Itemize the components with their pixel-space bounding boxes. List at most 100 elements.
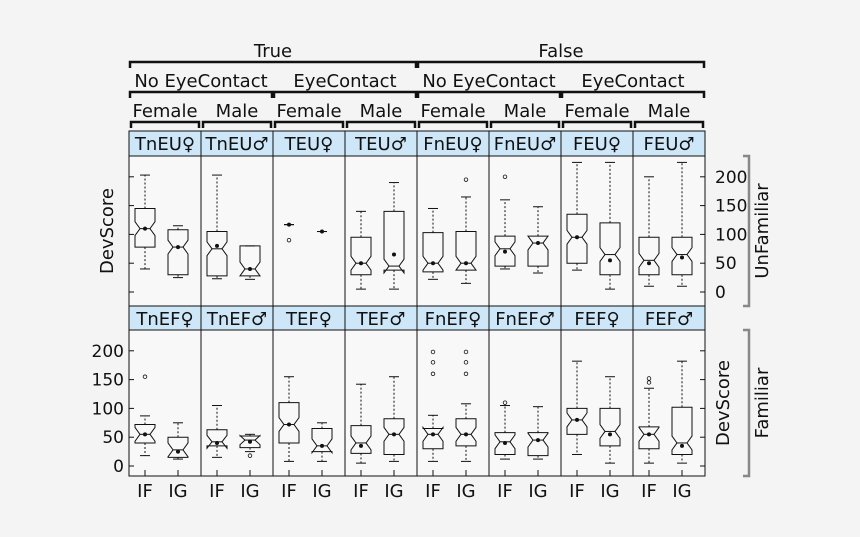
- x-tick-label: IG: [600, 481, 619, 502]
- y-tick-label: 0: [715, 283, 726, 303]
- header-l2-3-label: EyeContact: [581, 71, 684, 92]
- header-l3-7-bracket: [633, 120, 705, 128]
- header-l3-5-bracket: [489, 120, 561, 128]
- header-l2-2-bracket: [416, 90, 562, 98]
- y-tick-label: 150: [715, 197, 747, 217]
- mean-marker: [575, 417, 579, 422]
- row-label: Familiar: [752, 367, 773, 438]
- notched-box: [167, 229, 189, 276]
- panel-header: [488, 305, 562, 331]
- header-l3-0-bracket: [129, 120, 201, 128]
- mean-marker: [536, 241, 540, 246]
- notched-box: [239, 434, 261, 449]
- header-l3-5-label: Male: [504, 101, 547, 122]
- notched-box: [566, 213, 588, 264]
- panel-label: FnEF♂: [495, 309, 555, 330]
- outlier-point: [463, 360, 469, 365]
- notched-box: [566, 407, 588, 435]
- y-tick-label: 100: [715, 225, 747, 245]
- panel-label: TEF♂: [356, 309, 406, 330]
- panel-header: [560, 305, 634, 331]
- notched-box: [206, 231, 228, 277]
- y-tick-label: 100: [92, 399, 124, 419]
- y-axis-title: DevScore: [713, 360, 734, 446]
- panel-label: TnEU♀: [134, 134, 195, 155]
- panel-label: FEF♂: [645, 309, 693, 330]
- panel-plot: [488, 329, 562, 477]
- y-tick-label: 0: [113, 457, 124, 477]
- panel-label: FnEU♂: [494, 134, 556, 155]
- panel-plot: [632, 155, 706, 307]
- header-l1-0-bracket: [128, 60, 418, 68]
- header-l3-6-bracket: [561, 120, 633, 128]
- notched-box: [638, 236, 660, 276]
- mean-marker: [431, 261, 435, 266]
- panel-label: TEF♀: [285, 309, 332, 330]
- notched-box: [134, 424, 156, 444]
- x-tick-label: IG: [672, 481, 691, 502]
- y-tick-label: 200: [715, 168, 747, 188]
- header-l3-2-bracket: [273, 120, 345, 128]
- header-l3-4-bracket: [417, 120, 489, 128]
- notched-box: [599, 222, 621, 276]
- panel-label: FEF♀: [574, 309, 619, 330]
- panel-header: [128, 130, 202, 157]
- notched-box: [527, 432, 549, 457]
- panel-plot: [416, 329, 490, 477]
- header-l3-1-bracket: [201, 120, 273, 128]
- x-tick-label: IF: [209, 481, 225, 502]
- outlier-point: [646, 380, 652, 385]
- panel-label: FEU♂: [643, 134, 694, 155]
- notched-box: [638, 426, 660, 450]
- panel-label: TnEU♂: [204, 134, 268, 155]
- header-l1-1-bracket: [416, 60, 706, 68]
- panel-label: TEU♂: [354, 134, 407, 155]
- panel-header: [272, 130, 346, 157]
- notched-box: [422, 425, 444, 450]
- notched-box: [167, 436, 189, 458]
- notched-box: [671, 406, 693, 455]
- y-axis-title: DevScore: [97, 188, 118, 274]
- mean-marker: [143, 432, 147, 437]
- mean-marker: [464, 432, 468, 437]
- header-l3-3-bracket: [345, 120, 417, 128]
- header-l3-3-label: Male: [360, 101, 403, 122]
- notched-box: [494, 432, 516, 455]
- notched-box: [134, 207, 156, 248]
- header-l1-1-label: False: [538, 41, 583, 62]
- mean-marker: [647, 432, 651, 437]
- mean-marker: [431, 432, 435, 437]
- y-tick-label: 150: [92, 371, 124, 391]
- mean-marker: [392, 252, 396, 257]
- header-l3-0-label: Female: [132, 101, 197, 122]
- mean-marker: [608, 258, 612, 263]
- outlier-point: [463, 177, 469, 182]
- outlier-point: [430, 371, 436, 377]
- mean-marker: [608, 432, 612, 437]
- x-tick-label: IF: [353, 481, 369, 502]
- outlier-point: [646, 376, 652, 381]
- mean-marker: [392, 432, 396, 437]
- panel-label: FnEF♀: [425, 309, 482, 330]
- outlier-point: [463, 349, 469, 355]
- mean-marker: [647, 261, 651, 266]
- panel-plot: [128, 155, 202, 307]
- panel-plot: [128, 329, 202, 477]
- mean-marker: [320, 443, 324, 448]
- panel-plot: [560, 329, 634, 477]
- notched-box: [455, 231, 477, 271]
- notched-box: [350, 425, 372, 454]
- panel-label: FnEU♀: [423, 134, 483, 155]
- header-l2-0-label: No EyeContact: [134, 71, 267, 92]
- y-tick-label: 50: [102, 428, 124, 448]
- panel-header: [488, 130, 562, 157]
- x-tick-label: IG: [528, 481, 547, 502]
- notched-box: [671, 236, 693, 276]
- panel-header: [128, 305, 202, 331]
- panel-plot: [344, 329, 418, 477]
- row-bracket: [743, 154, 751, 308]
- mean-marker: [320, 229, 324, 234]
- panel-label: TEU♀: [284, 134, 334, 155]
- notched-box: [350, 236, 372, 276]
